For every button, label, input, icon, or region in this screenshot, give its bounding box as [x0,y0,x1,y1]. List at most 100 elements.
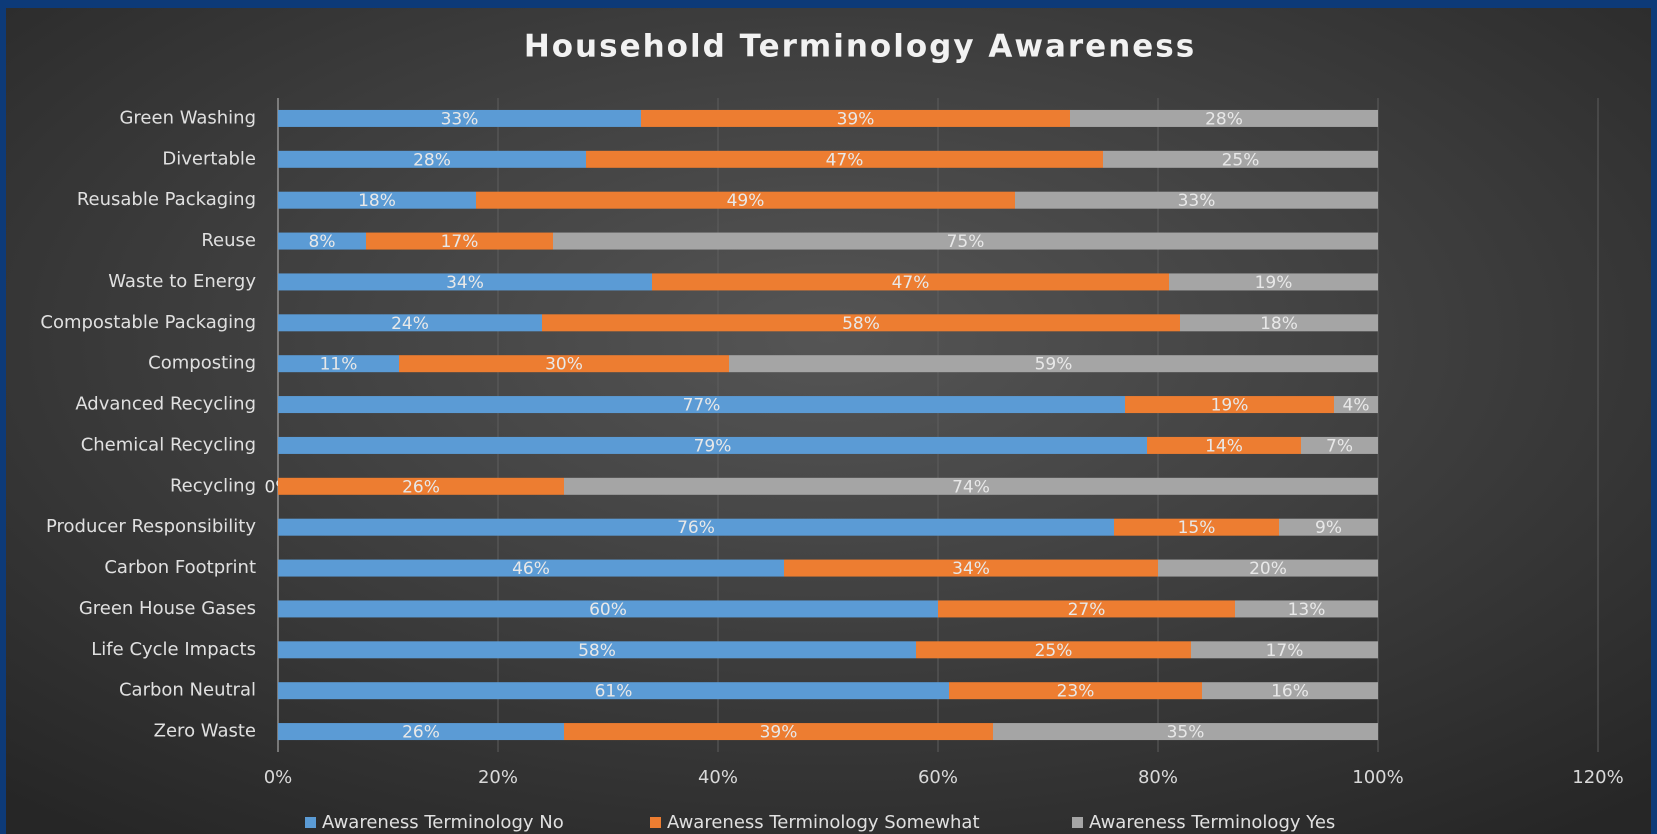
legend-label: Awareness Terminology Somewhat [667,812,980,833]
bar-segment [278,109,641,127]
data-label: 24% [391,314,429,334]
data-label: 34% [446,273,484,293]
bar-segment [564,723,993,741]
y-tick-label: Waste to Energy [108,271,256,292]
bar-segment [1334,396,1378,414]
bar-segment [278,232,366,250]
data-label: 59% [1035,355,1073,375]
data-label: 20% [1249,559,1287,579]
data-label: 34% [952,559,990,579]
data-label: 33% [1178,191,1216,211]
y-tick-label: Compostable Packaging [40,312,256,333]
data-label: 23% [1057,682,1095,702]
data-label: 18% [358,191,396,211]
y-tick-label: Green House Gases [79,598,256,619]
bar-segment [652,273,1169,291]
bar-segment [564,477,1378,495]
data-label: 25% [1222,150,1260,170]
bar-segment [278,191,476,209]
bar-segment [278,723,564,741]
data-label: 11% [320,355,358,375]
y-tick-label: Reuse [201,230,256,251]
bar-segment [949,682,1202,700]
data-label: 30% [545,355,583,375]
data-label: 14% [1205,436,1243,456]
bar-segment [938,600,1235,618]
data-label: 58% [842,314,880,334]
data-label: 33% [441,109,479,129]
x-tick-label: 100% [1352,767,1403,788]
bar-segment [366,232,553,250]
bar-segment [278,150,586,168]
bar-segment [278,355,399,373]
data-label: 75% [947,232,985,252]
bar-segment [278,396,1125,414]
y-tick-label: Producer Responsibility [46,516,256,537]
data-label: 47% [826,150,864,170]
y-tick-label: Carbon Footprint [104,557,256,578]
data-label: 46% [512,559,550,579]
y-tick-label: Recycling [170,475,256,496]
bar-segment [1202,682,1378,700]
data-label: 16% [1271,682,1309,702]
x-tick-label: 40% [698,767,738,788]
y-tick-label: Chemical Recycling [81,434,256,455]
chart-title: Household Terminology Awareness [524,29,1196,65]
bar-segment [1070,109,1378,127]
legend-swatch [650,817,661,828]
data-label: 28% [1205,109,1243,129]
bar-segment [1301,436,1378,454]
data-label: 76% [677,518,715,538]
data-label: 25% [1035,641,1073,661]
data-label: 19% [1255,273,1293,293]
data-label: 7% [1326,436,1353,456]
data-label: 4% [1343,396,1370,416]
bar-segment [399,355,729,373]
data-label: 26% [402,723,440,743]
bar-segment [641,109,1070,127]
legend-swatch [305,817,316,828]
x-tick-label: 80% [1138,767,1178,788]
data-label: 60% [589,600,627,620]
x-tick-label: 0% [264,767,293,788]
bar-segment [1169,273,1378,291]
bar-segment [278,559,784,577]
data-label: 39% [760,723,798,743]
data-label: 35% [1167,723,1205,743]
data-label: 27% [1068,600,1106,620]
data-label: 47% [892,273,930,293]
bar-segment [586,150,1103,168]
bar-segment [278,682,949,700]
bar-segment [278,477,564,495]
data-label: 15% [1178,518,1216,538]
data-label: 79% [694,436,732,456]
data-label: 8% [309,232,336,252]
chart-panel [6,8,1651,834]
bar-segment [1125,396,1334,414]
data-label: 39% [837,109,875,129]
bar-segment [993,723,1378,741]
y-tick-label: Advanced Recycling [75,394,256,415]
data-label: 17% [1266,641,1304,661]
bar-segment [1180,314,1378,332]
bar-segment [553,232,1378,250]
data-label: 77% [683,396,721,416]
bar-segment [278,273,652,291]
bar-segment [916,641,1191,659]
data-label: 13% [1288,600,1326,620]
data-label: 18% [1260,314,1298,334]
bar-segment [278,314,542,332]
data-label: 19% [1211,396,1249,416]
data-label: 28% [413,150,451,170]
bar-segment [278,600,938,618]
bar-segment [1191,641,1378,659]
legend-swatch [1072,817,1083,828]
legend-label: Awareness Terminology Yes [1089,812,1335,833]
y-tick-label: Carbon Neutral [119,680,256,701]
bar-segment [476,191,1015,209]
bar-segment [1279,518,1378,536]
bar-segment [278,518,1114,536]
x-tick-label: 60% [918,767,958,788]
data-label: 61% [595,682,633,702]
